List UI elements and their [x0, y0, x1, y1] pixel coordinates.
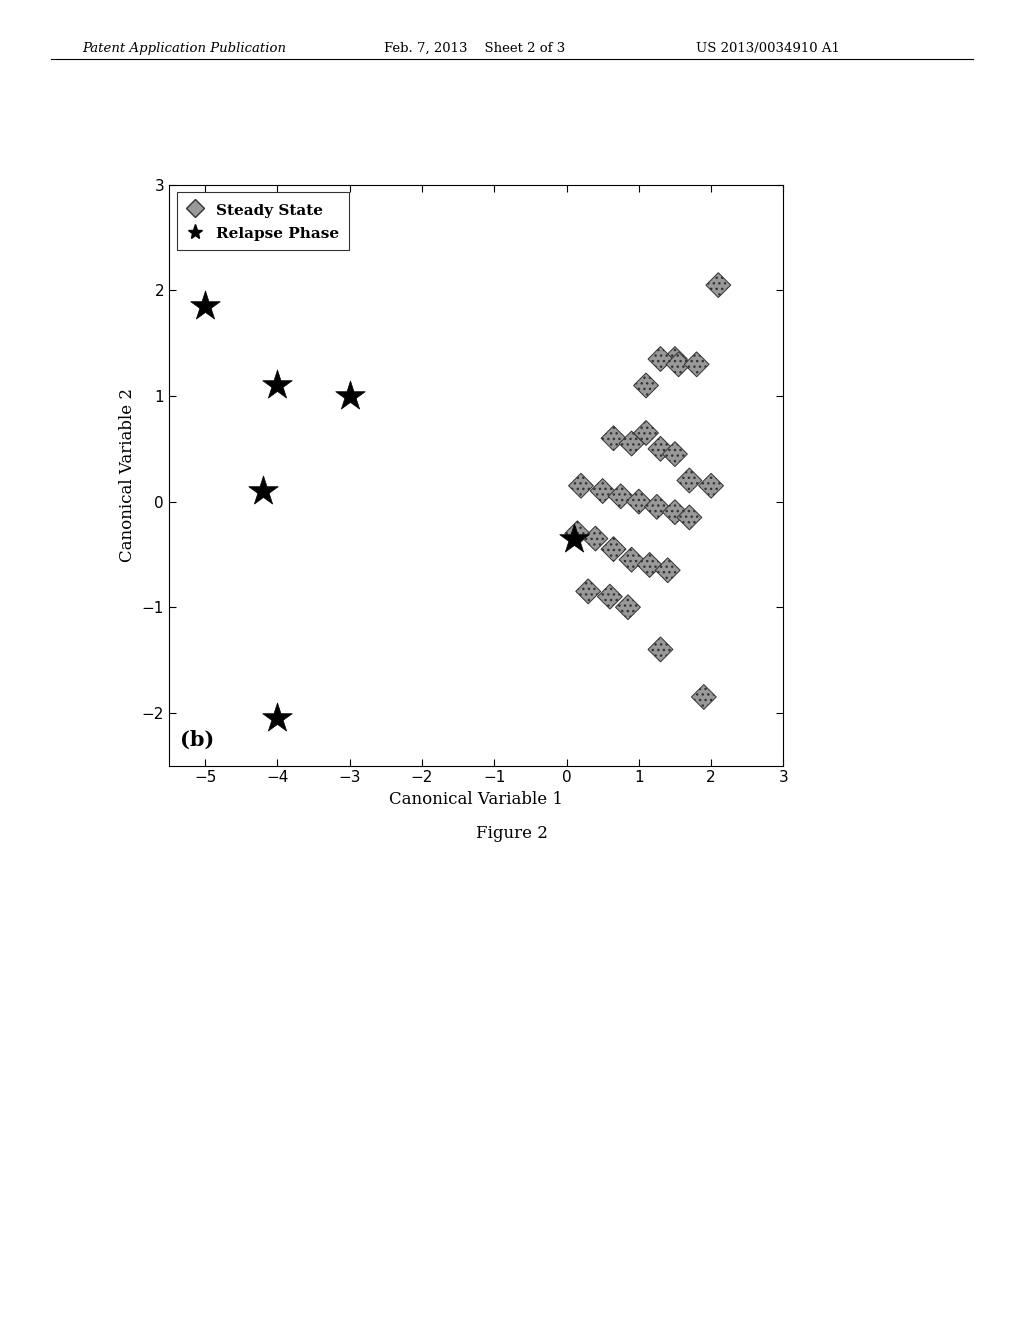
Legend: Steady State, Relapse Phase: Steady State, Relapse Phase: [176, 193, 348, 251]
Point: [652, 438, 669, 459]
Point: [659, 560, 676, 581]
Point: [667, 348, 683, 370]
Point: [710, 275, 726, 296]
Text: (b): (b): [180, 730, 214, 750]
Text: Feb. 7, 2013    Sheet 2 of 3: Feb. 7, 2013 Sheet 2 of 3: [384, 42, 565, 55]
Point: [638, 422, 654, 444]
Point: [620, 597, 636, 618]
Text: US 2013/0034910 A1: US 2013/0034910 A1: [696, 42, 841, 55]
Point: [612, 486, 629, 507]
Text: Figure 2: Figure 2: [476, 825, 548, 842]
Point: [341, 385, 357, 407]
Point: [631, 491, 647, 512]
Point: [565, 528, 582, 549]
Point: [652, 348, 669, 370]
Point: [624, 549, 640, 570]
Point: [572, 475, 589, 496]
Point: [587, 528, 603, 549]
Point: [681, 470, 697, 491]
Text: Patent Application Publication: Patent Application Publication: [82, 42, 286, 55]
Point: [667, 444, 683, 465]
X-axis label: Canonical Variable 1: Canonical Variable 1: [389, 791, 563, 808]
Point: [667, 502, 683, 523]
Point: [695, 686, 712, 708]
Point: [681, 507, 697, 528]
Point: [595, 480, 611, 502]
Point: [569, 523, 586, 544]
Point: [648, 496, 665, 517]
Point: [197, 296, 213, 317]
Point: [638, 375, 654, 396]
Point: [580, 581, 596, 602]
Point: [255, 480, 271, 502]
Point: [605, 539, 622, 560]
Point: [269, 375, 286, 396]
Point: [671, 354, 687, 375]
Point: [688, 354, 705, 375]
Point: [605, 428, 622, 449]
Point: [624, 433, 640, 454]
Point: [641, 554, 657, 576]
Point: [602, 586, 618, 607]
Point: [702, 475, 719, 496]
Point: [652, 639, 669, 660]
Point: [269, 708, 286, 729]
Y-axis label: Canonical Variable 2: Canonical Variable 2: [119, 388, 136, 562]
